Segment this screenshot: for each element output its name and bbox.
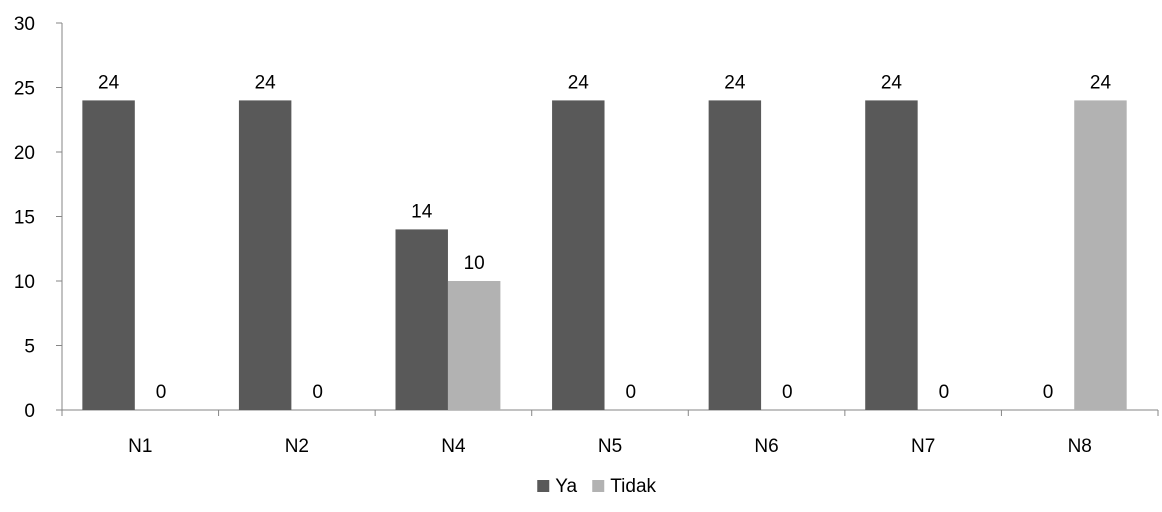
legend-label-ya: Ya <box>555 476 577 497</box>
data-label: 24 <box>98 72 120 93</box>
data-labels: 24 0 24 0 14 10 24 0 24 0 24 0 0 24 <box>98 72 1111 403</box>
y-tick-label: 15 <box>14 208 35 229</box>
legend-swatch-ya <box>537 480 550 492</box>
y-tick-label: 20 <box>14 143 35 164</box>
data-label: 0 <box>625 382 636 403</box>
x-tick-label: N8 <box>1068 436 1092 457</box>
data-label: 0 <box>156 382 167 403</box>
y-axis: 0 5 10 15 20 25 30 <box>14 14 63 422</box>
data-label: 24 <box>1090 72 1112 93</box>
bar-ya-n5 <box>552 100 605 411</box>
data-label: 24 <box>724 72 746 93</box>
x-tick-label: N7 <box>911 436 935 457</box>
bar-ya-n2 <box>238 100 292 411</box>
x-axis: N1 N2 N4 N5 N6 N7 N8 <box>61 409 1159 457</box>
y-tick-label: 5 <box>24 337 35 358</box>
bar-tidak-n8 <box>1074 100 1127 411</box>
y-tick-label: 30 <box>14 14 35 35</box>
data-label: 24 <box>255 72 277 93</box>
data-label: 24 <box>568 72 590 93</box>
legend-label-tidak: Tidak <box>610 476 656 497</box>
bars <box>82 100 1127 411</box>
bar-ya-n1 <box>82 100 135 411</box>
data-label: 14 <box>411 201 433 222</box>
bar-tidak-n4 <box>447 281 501 410</box>
legend: Ya Tidak <box>537 476 657 497</box>
x-tick-label: N5 <box>598 436 622 457</box>
bar-ya-n6 <box>708 100 762 411</box>
data-label: 0 <box>782 382 793 403</box>
legend-swatch-tidak <box>592 480 605 492</box>
x-tick-label: N1 <box>128 436 152 457</box>
data-label: 0 <box>312 382 323 403</box>
y-tick-label: 0 <box>24 401 35 422</box>
x-tick-label: N2 <box>285 436 309 457</box>
bar-ya-n4 <box>395 229 448 410</box>
x-tick-label: N6 <box>754 436 778 457</box>
x-tick-label: N4 <box>441 436 466 457</box>
bar-ya-n7 <box>865 100 918 411</box>
data-label: 10 <box>464 253 485 274</box>
data-label: 0 <box>1043 382 1054 403</box>
y-tick-label: 25 <box>14 79 35 100</box>
data-label: 0 <box>939 382 950 403</box>
data-label: 24 <box>881 72 903 93</box>
y-tick-label: 10 <box>14 272 35 293</box>
